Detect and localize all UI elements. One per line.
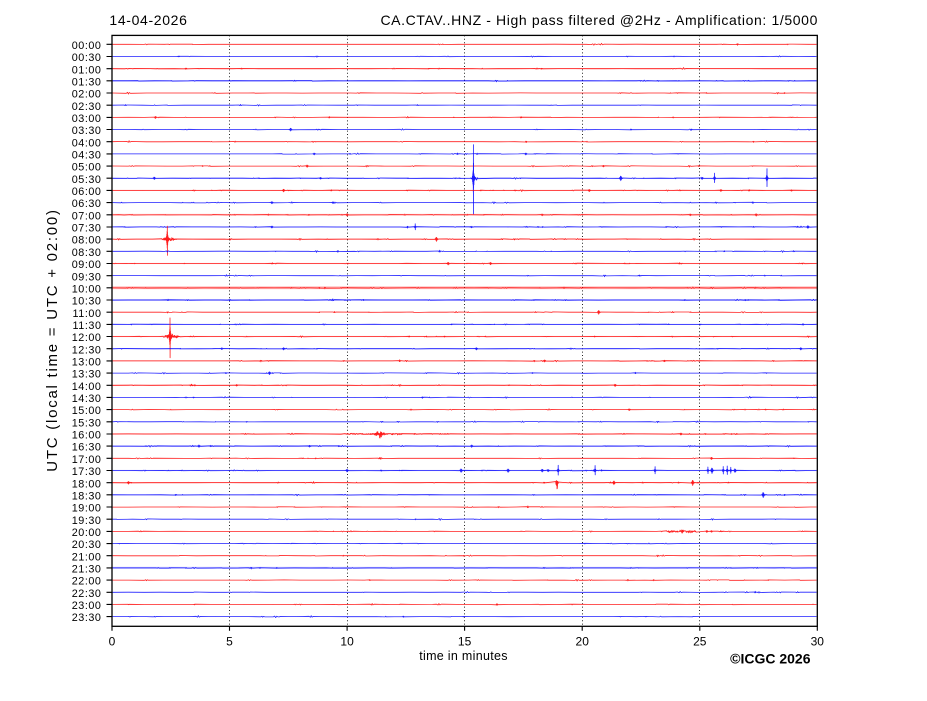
svg-text:UTC (local time = UTC + 02:00): UTC (local time = UTC + 02:00) <box>44 208 61 471</box>
svg-text:02:30: 02:30 <box>72 101 102 113</box>
svg-text:©ICGC 2026: ©ICGC 2026 <box>730 651 811 667</box>
svg-text:01:30: 01:30 <box>72 76 102 88</box>
svg-text:07:00: 07:00 <box>72 210 102 222</box>
svg-text:22:00: 22:00 <box>72 576 102 588</box>
svg-text:21:00: 21:00 <box>72 551 102 563</box>
svg-text:20:00: 20:00 <box>72 527 102 539</box>
svg-text:04:30: 04:30 <box>72 150 102 162</box>
svg-text:20: 20 <box>576 634 590 648</box>
svg-text:12:00: 12:00 <box>72 332 102 344</box>
svg-text:14:30: 14:30 <box>72 393 102 405</box>
svg-text:10:30: 10:30 <box>72 296 102 308</box>
svg-text:11:30: 11:30 <box>73 320 102 332</box>
svg-text:10: 10 <box>340 634 354 648</box>
svg-text:05:00: 05:00 <box>72 162 102 174</box>
svg-text:01:00: 01:00 <box>72 64 102 76</box>
svg-text:18:30: 18:30 <box>72 490 102 502</box>
svg-text:09:30: 09:30 <box>72 271 102 283</box>
svg-text:15:00: 15:00 <box>72 405 102 417</box>
svg-text:10:00: 10:00 <box>72 283 102 295</box>
svg-text:12:30: 12:30 <box>72 344 102 356</box>
svg-text:23:00: 23:00 <box>72 600 102 612</box>
svg-text:00:30: 00:30 <box>72 52 102 64</box>
svg-text:08:30: 08:30 <box>72 247 102 259</box>
svg-text:19:30: 19:30 <box>72 515 102 527</box>
svg-text:23:30: 23:30 <box>72 612 102 624</box>
svg-text:09:00: 09:00 <box>72 259 102 271</box>
svg-text:08:00: 08:00 <box>72 235 102 247</box>
svg-text:13:30: 13:30 <box>72 369 102 381</box>
svg-text:11:00: 11:00 <box>73 308 102 320</box>
svg-text:20:30: 20:30 <box>72 539 102 551</box>
svg-text:21:30: 21:30 <box>72 564 102 576</box>
svg-text:15:30: 15:30 <box>72 417 102 429</box>
svg-text:30: 30 <box>811 634 825 648</box>
svg-text:07:30: 07:30 <box>72 223 102 235</box>
svg-text:CA.CTAV..HNZ - High pass filte: CA.CTAV..HNZ - High pass filtered @2Hz -… <box>380 12 818 28</box>
svg-text:18:00: 18:00 <box>72 478 102 490</box>
svg-text:03:30: 03:30 <box>72 125 102 137</box>
svg-text:16:00: 16:00 <box>72 430 102 442</box>
svg-text:15: 15 <box>458 634 472 648</box>
svg-text:13:00: 13:00 <box>72 357 102 369</box>
svg-text:5: 5 <box>226 634 233 648</box>
svg-text:0: 0 <box>109 634 116 648</box>
svg-text:05:30: 05:30 <box>72 174 102 186</box>
svg-text:06:30: 06:30 <box>72 198 102 210</box>
svg-text:02:00: 02:00 <box>72 89 102 101</box>
svg-text:19:00: 19:00 <box>72 503 102 515</box>
svg-text:14:00: 14:00 <box>72 381 102 393</box>
svg-text:14-04-2026: 14-04-2026 <box>109 12 187 28</box>
svg-text:04:00: 04:00 <box>72 137 102 149</box>
svg-text:17:30: 17:30 <box>72 466 102 478</box>
svg-text:17:00: 17:00 <box>72 454 102 466</box>
svg-text:16:30: 16:30 <box>72 442 102 454</box>
svg-text:03:00: 03:00 <box>72 113 102 125</box>
svg-text:25: 25 <box>693 634 707 648</box>
svg-text:06:00: 06:00 <box>72 186 102 198</box>
svg-text:time in minutes: time in minutes <box>419 649 508 663</box>
svg-text:00:00: 00:00 <box>72 40 102 52</box>
svg-text:22:30: 22:30 <box>72 588 102 600</box>
